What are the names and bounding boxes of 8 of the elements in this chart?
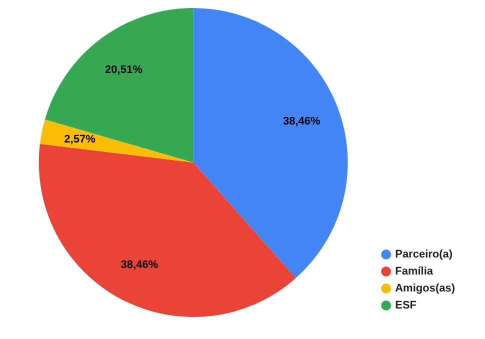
legend-label: ESF (395, 300, 417, 312)
data-label: 2,57% (64, 133, 96, 146)
legend-label: Amigos(as) (395, 282, 456, 295)
legend-label: Parceiro(a) (395, 248, 453, 261)
data-label: 38,46% (282, 115, 321, 128)
data-label: 38,46% (120, 259, 158, 272)
data-label: 20,51% (105, 64, 143, 76)
legend-label: Família (395, 266, 434, 278)
